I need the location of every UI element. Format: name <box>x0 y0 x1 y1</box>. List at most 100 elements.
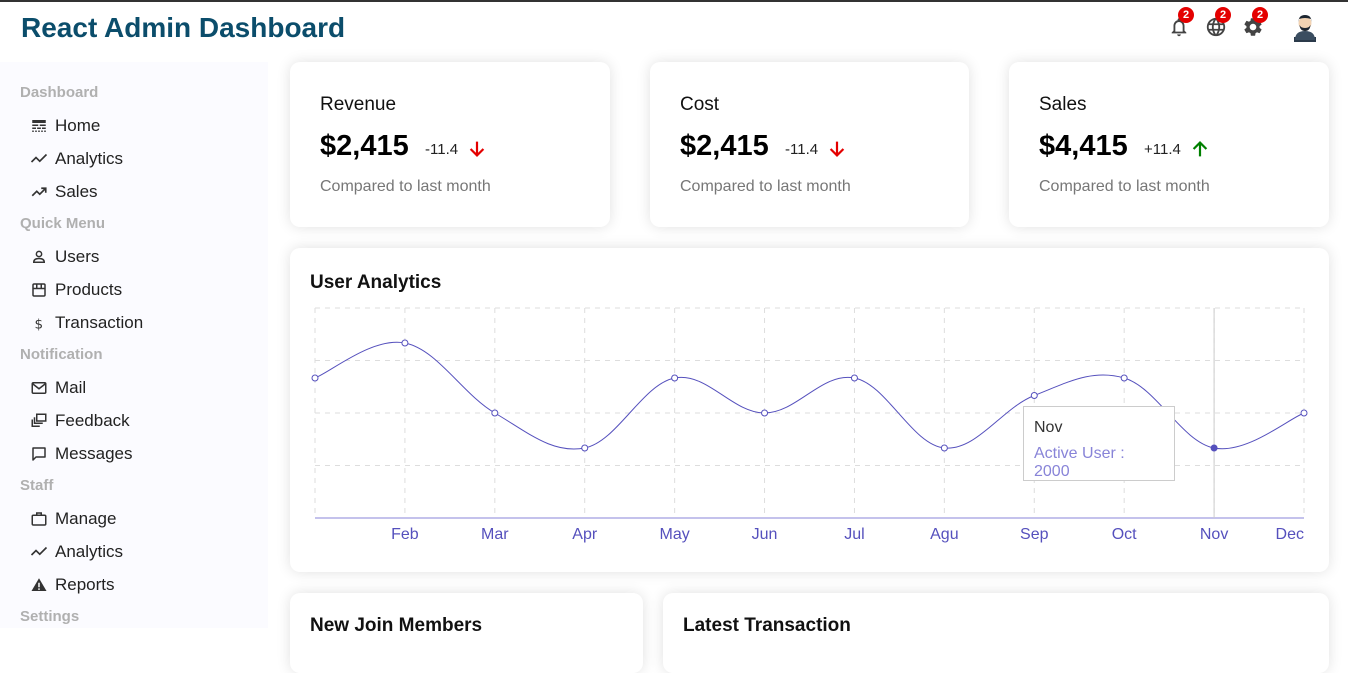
sidebar-item-users[interactable]: Users <box>30 244 99 270</box>
sidebar-section-staff: Staff <box>20 477 54 494</box>
sidebar-item-label: Sales <box>55 182 98 201</box>
sidebar-section-notification: Notification <box>20 346 103 363</box>
featured-title: Cost <box>680 94 720 115</box>
featured-rate-value: -11.4 <box>425 140 459 158</box>
tooltip-label: Nov <box>1034 419 1063 436</box>
series-point[interactable] <box>671 374 679 382</box>
sidebar-item-messages[interactable]: Messages <box>30 441 132 467</box>
sidebar-item-feedback[interactable]: Feedback <box>30 408 130 434</box>
notifications-button[interactable]: 2 <box>1165 7 1194 41</box>
series-point[interactable] <box>850 374 858 382</box>
sidebar-item-products[interactable]: Products <box>30 277 122 303</box>
work-outline-icon <box>31 512 47 526</box>
dynamic-feed-icon <box>31 413 47 427</box>
series-point[interactable] <box>1120 374 1128 382</box>
series-point[interactable] <box>940 444 948 452</box>
x-tick-label: Jun <box>752 526 778 543</box>
featured-sub: Compared to last month <box>1039 178 1210 195</box>
x-tick-label: Sep <box>1020 526 1049 543</box>
featured-sub: Compared to last month <box>320 178 491 195</box>
series-point[interactable] <box>491 409 499 417</box>
featured-rate: -11.4 <box>425 138 488 160</box>
topbar: React Admin Dashboard 2 2 2 <box>0 0 1348 62</box>
featured-rate-value: -11.4 <box>785 140 819 158</box>
featured-rate: -11.4 <box>785 138 848 160</box>
x-tick-label: Feb <box>391 526 419 543</box>
logo[interactable]: React Admin Dashboard <box>21 12 346 43</box>
series-line <box>314 341 1305 450</box>
sidebar-item-label: Mail <box>55 378 87 397</box>
x-tick-label: Oct <box>1112 526 1137 543</box>
user-analytics-chart[interactable]: Feb Mar Apr May Jun Jul Agu Sep Oct Nov Dec <box>290 248 1329 572</box>
trending-up-icon <box>31 187 47 197</box>
chat-bubble-outline-icon <box>32 447 46 461</box>
series-point-active[interactable] <box>1210 444 1218 452</box>
timeline-icon <box>30 153 48 163</box>
sidebar-section-dashboard: Dashboard <box>20 84 99 101</box>
settings-button[interactable]: 2 <box>1239 7 1268 41</box>
featured-money: $2,415 <box>680 130 769 162</box>
series-point[interactable] <box>1030 392 1038 399</box>
timeline-icon <box>30 546 48 556</box>
attach-money-icon: $ <box>35 316 44 332</box>
sidebar-item-manage[interactable]: Manage <box>30 506 116 532</box>
top-icons: 2 2 2 <box>1165 7 1320 42</box>
x-tick-label: Nov <box>1200 526 1228 543</box>
sidebar-item-label: Manage <box>55 509 117 528</box>
x-tick-label: Mar <box>481 526 509 543</box>
sidebar-item-label: Users <box>55 247 100 266</box>
transactions-title: Latest Transaction <box>683 615 851 636</box>
featured-rate-value: +11.4 <box>1144 140 1181 158</box>
sidebar-item-mail[interactable]: Mail <box>30 375 86 401</box>
sidebar-item-sales[interactable]: Sales <box>30 179 98 205</box>
series-point[interactable] <box>311 374 319 382</box>
chart-title: User Analytics <box>310 272 442 293</box>
x-tick-label: Jul <box>844 526 864 543</box>
storefront-icon <box>32 283 46 297</box>
featured-title: Sales <box>1039 94 1087 115</box>
svg-text:$: $ <box>35 316 44 332</box>
avatar[interactable] <box>1290 12 1320 42</box>
line-style-icon <box>32 120 46 132</box>
featured-money: $2,415 <box>320 130 409 162</box>
latest-transaction-card: Latest Transaction <box>663 593 1329 673</box>
chart-tooltip: Nov Active User : 2000 <box>1023 406 1175 481</box>
sidebar-item-staff-analytics[interactable]: Analytics <box>30 539 123 565</box>
language-button[interactable]: 2 <box>1202 7 1231 41</box>
sidebar-item-label: Home <box>55 116 101 135</box>
x-tick-label: Apr <box>572 526 598 543</box>
featured-money: $4,415 <box>1039 130 1128 162</box>
arrow-up-icon <box>1192 141 1208 157</box>
series-point[interactable] <box>761 409 769 417</box>
sidebar-item-transaction[interactable]: $ Transaction <box>30 310 144 336</box>
sidebar-item-analytics[interactable]: Analytics <box>30 146 123 172</box>
series-point[interactable] <box>581 444 589 452</box>
series-point[interactable] <box>1300 409 1308 417</box>
featured-title: Revenue <box>320 94 397 115</box>
x-tick-label: Agu <box>930 526 958 543</box>
featured-card-cost: Cost $2,415 -11.4 Compared to last month <box>650 62 969 227</box>
person-outline-icon <box>32 250 46 263</box>
featured-sub: Compared to last month <box>680 178 851 195</box>
sidebar: Dashboard Home Analytics Sales Quick Men… <box>0 62 268 628</box>
sidebar-section-settings: Settings <box>20 608 80 625</box>
sidebar-item-home[interactable]: Home <box>30 113 100 139</box>
featured-card-sales: Sales $4,415 +11.4 Compared to last mont… <box>1009 62 1329 227</box>
sidebar-item-reports[interactable]: Reports <box>30 572 115 598</box>
sidebar-item-label: Feedback <box>55 411 130 430</box>
sidebar-item-label: Messages <box>55 444 133 463</box>
tooltip-value: Active User : 2000 <box>1034 445 1125 480</box>
arrow-down-icon <box>469 141 485 157</box>
report-icon <box>31 578 47 591</box>
members-title: New Join Members <box>310 615 483 636</box>
arrow-down-icon <box>829 141 845 157</box>
language-badge: 2 <box>1215 7 1231 23</box>
mail-outline-icon <box>31 382 47 394</box>
x-tick-label: Dec <box>1276 526 1304 543</box>
sidebar-item-label: Reports <box>55 575 115 594</box>
sidebar-item-label: Transaction <box>55 313 144 332</box>
user-analytics-card: User Analytics Feb Mar Apr May Jun Jul Agu Sep O… <box>290 248 1329 572</box>
series-point[interactable] <box>401 339 409 347</box>
new-join-members-card: New Join Members <box>290 593 643 673</box>
notifications-badge: 2 <box>1178 7 1194 23</box>
